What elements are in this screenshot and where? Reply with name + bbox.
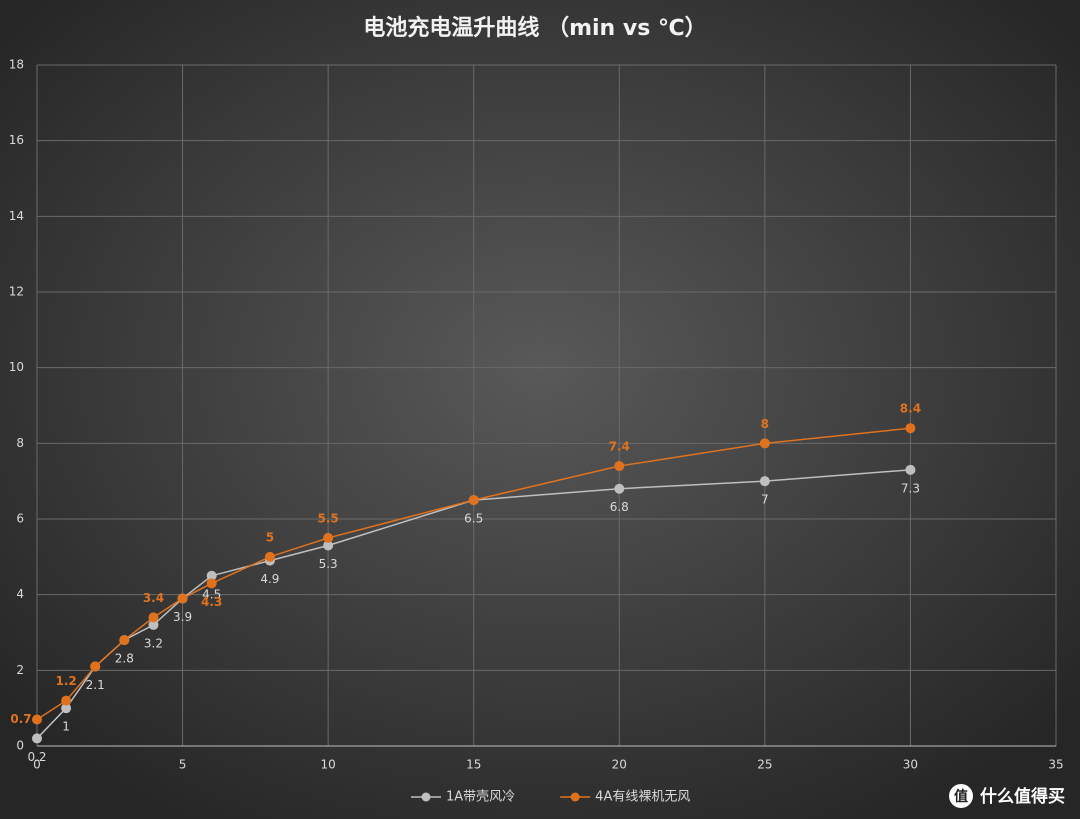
x-tick-label: 10 [321,758,336,772]
data-point [468,495,479,506]
y-tick-label: 2 [16,663,24,677]
chart-title: 电池充电温升曲线 （min vs ℃） [363,15,706,41]
data-point [61,695,72,706]
x-tick-label: 35 [1048,758,1063,772]
data-label: 8 [761,417,769,431]
data-point [90,661,101,672]
data-label: 7 [761,493,769,507]
data-label: 6.5 [464,512,483,526]
data-label: 5.3 [319,557,338,571]
y-tick-label: 14 [9,209,24,223]
data-label: 0.2 [27,750,46,764]
legend-label: 1A带壳风冷 [446,790,515,805]
y-tick-label: 8 [16,436,24,450]
data-label: 7.3 [901,481,920,495]
data-label: 3.9 [173,610,192,624]
watermark: 什么值得买 [980,786,1065,807]
data-label: 2.8 [115,652,134,666]
y-tick-label: 4 [16,587,24,601]
x-tick-label: 0 [33,758,41,772]
data-point [905,423,916,434]
data-label: 4.9 [260,572,279,586]
data-point [323,540,334,551]
y-tick-label: 18 [9,58,24,72]
data-label: 3.2 [144,636,163,650]
data-point [759,476,770,487]
data-label: 4.3 [201,595,222,609]
data-point [119,635,130,646]
x-tick-label: 5 [179,758,187,772]
data-point [614,461,625,472]
data-point [323,532,334,543]
data-point [264,551,275,562]
legend-marker [421,792,431,802]
x-tick-label: 25 [757,758,772,772]
data-label: 8.4 [900,402,921,416]
data-label: 1 [62,720,70,734]
data-point [905,464,916,475]
y-tick-label: 0 [16,739,24,753]
legend-label: 4A有线裸机无风 [595,790,690,805]
data-point [177,593,188,604]
data-label: 4.5 [202,587,221,601]
watermark-icon-glyph: 值 [954,788,968,805]
data-label: 0.7 [10,712,31,726]
y-tick-label: 10 [9,360,24,374]
data-label: 1.2 [55,674,76,688]
data-label: 3.4 [143,591,164,605]
data-point [32,733,42,744]
data-point [148,612,159,623]
watermark-icon [949,784,973,808]
data-point [148,619,159,630]
data-label: 5 [266,530,274,544]
x-tick-label: 15 [466,758,481,772]
y-tick-label: 6 [16,512,24,526]
data-label: 7.4 [609,440,630,454]
data-point [61,703,72,714]
watermark-group: 值 什么值得买 [949,784,1065,808]
x-tick-label: 20 [612,758,627,772]
data-label: 6.8 [610,500,629,514]
y-tick-label: 16 [9,133,24,147]
x-tick-label: 30 [903,758,918,772]
data-label: 5.5 [318,511,339,525]
legend-marker [570,792,580,802]
y-tick-label: 12 [9,285,24,299]
data-label: 2.1 [86,678,105,692]
data-point [614,483,625,494]
data-point [759,438,770,449]
data-point [32,714,42,725]
data-point [206,578,217,589]
data-point [206,570,217,581]
